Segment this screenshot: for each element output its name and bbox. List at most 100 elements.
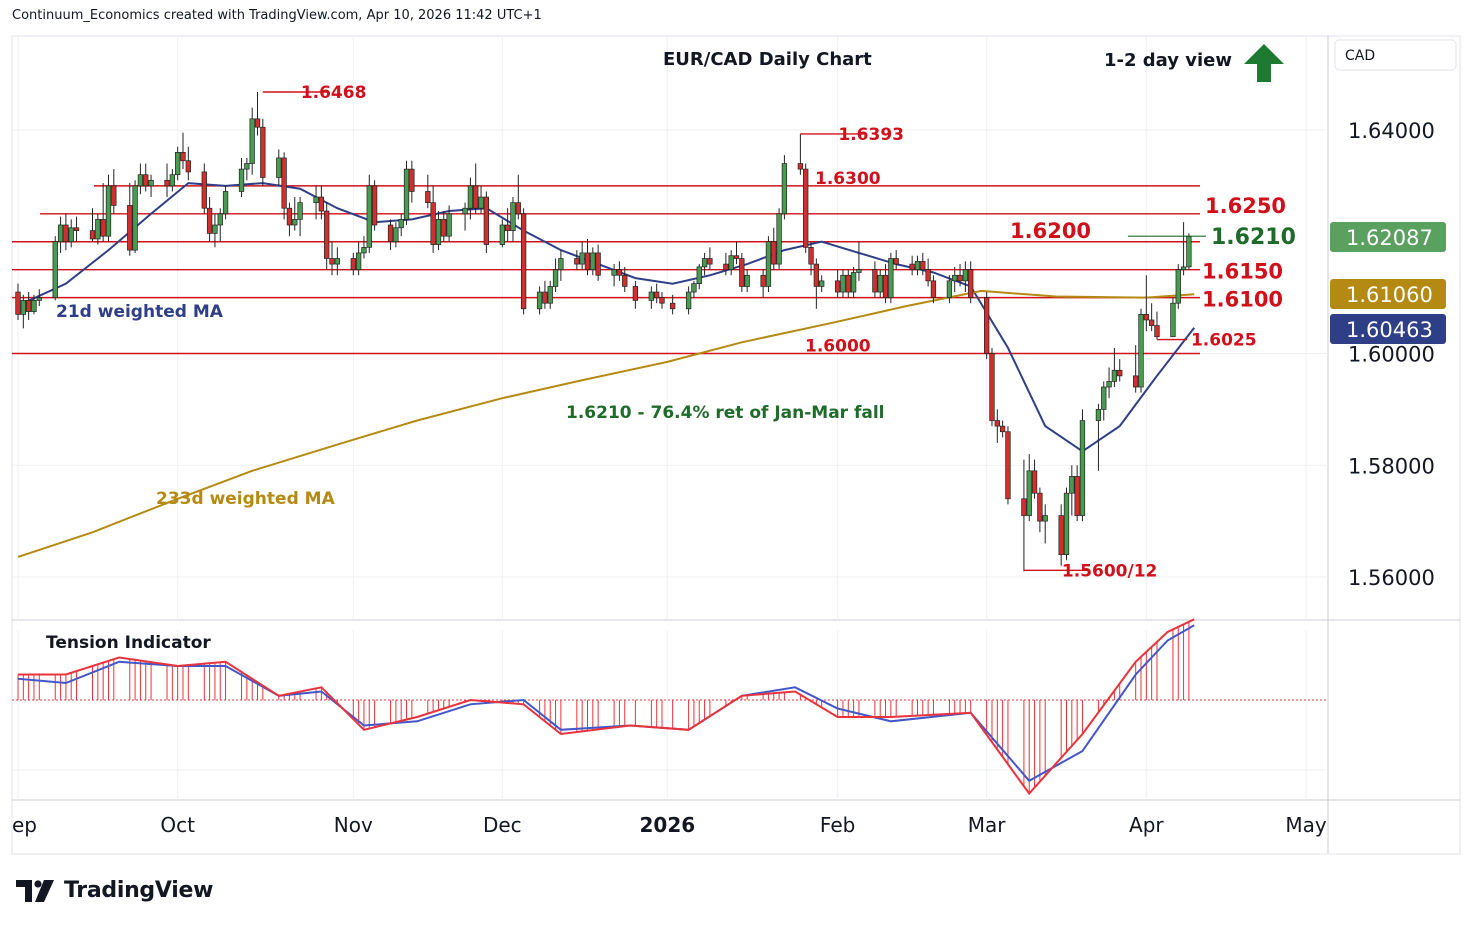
tradingview-logo-icon: [16, 879, 54, 902]
candle-body: [462, 207, 468, 215]
candle-body: [318, 196, 325, 212]
candle-body: [632, 286, 639, 301]
candle-body: [744, 274, 750, 287]
candle-body: [238, 168, 245, 192]
candle-body: [590, 252, 596, 271]
candle-body: [403, 168, 410, 220]
tradingview-wordmark: TradingView: [64, 878, 214, 903]
candle-body: [63, 224, 69, 243]
candle-body: [914, 260, 921, 271]
candle-body: [393, 227, 399, 243]
candle-body: [324, 210, 330, 259]
candle-body: [1058, 515, 1064, 555]
up-arrow-icon: [1244, 44, 1284, 82]
marker-label: 1.6468: [301, 83, 367, 103]
candle-body: [946, 280, 953, 298]
candle-body: [148, 179, 154, 187]
tension-histogram: [17, 621, 1190, 794]
candle-body: [781, 163, 788, 215]
candle-body: [409, 168, 415, 192]
level-label: 1.6150: [1202, 260, 1283, 284]
candle-body: [925, 269, 931, 282]
candle-body: [425, 191, 431, 203]
candle-body: [137, 174, 144, 187]
candle-body: [888, 258, 894, 298]
currency-box: [1334, 39, 1457, 71]
candle-body: [510, 202, 516, 231]
candle-body: [52, 241, 58, 298]
candle-body: [616, 269, 623, 276]
candle-body: [723, 263, 729, 271]
price-tick: 1.64000: [1348, 119, 1435, 143]
candle-body: [989, 353, 995, 421]
candle-body: [499, 224, 505, 245]
candle-body: [999, 425, 1006, 433]
candle-body: [505, 224, 511, 231]
candle-body: [371, 185, 378, 226]
time-tick: ep: [12, 813, 37, 837]
candle-body: [446, 213, 452, 237]
candle-body: [132, 185, 138, 251]
candle-body: [760, 274, 766, 287]
candle-body: [1063, 492, 1070, 556]
candle-body: [334, 258, 340, 265]
time-tick: Nov: [334, 813, 373, 837]
candle-body: [1138, 314, 1144, 388]
candle-body: [845, 274, 851, 293]
candle-body: [984, 297, 990, 354]
candle-body: [819, 280, 825, 287]
candle-body: [558, 258, 564, 271]
view-label: 1-2 day view: [1104, 50, 1232, 71]
candle-body: [957, 274, 963, 282]
tension-title: Tension Indicator: [46, 633, 211, 653]
tension-fast-line: [18, 618, 1195, 796]
candle-body: [659, 297, 665, 304]
level-label: 1.6100: [1202, 288, 1283, 312]
tension-slow-line: [17, 624, 1195, 783]
candle-body: [175, 152, 181, 176]
candle-body: [1069, 476, 1075, 494]
candle-body: [654, 291, 660, 298]
candle-body: [212, 224, 218, 234]
candle-body: [813, 263, 819, 287]
marker-label: 1.6393: [838, 125, 904, 145]
candle-body: [515, 202, 521, 215]
price-tick: 1.60000: [1348, 343, 1435, 367]
candle-body: [872, 269, 878, 293]
candle-body: [435, 219, 442, 245]
candle-body: [707, 258, 713, 265]
candle-body: [579, 252, 585, 265]
candle-body: [1079, 420, 1086, 516]
candle-body: [808, 246, 814, 265]
price-tick: 1.58000: [1348, 454, 1435, 478]
chart-title: EUR/CAD Daily Chart: [663, 49, 872, 70]
candle-body: [169, 174, 175, 187]
candle-body: [20, 300, 26, 315]
candle-body: [89, 230, 96, 240]
candle-body: [387, 224, 394, 243]
candle-body: [95, 219, 101, 240]
time-tick: May: [1285, 813, 1327, 837]
candle-body: [143, 174, 149, 187]
candle-body: [584, 252, 591, 271]
candle-body: [691, 283, 697, 293]
candle-body: [1117, 369, 1123, 377]
marker-label: 1.5600/12: [1062, 561, 1157, 581]
candle-body: [185, 160, 191, 173]
candle-body: [222, 191, 229, 215]
candle-body: [968, 269, 974, 298]
candle-body: [696, 266, 702, 285]
marker-label: 1.6025: [1191, 331, 1257, 351]
candle-body: [701, 258, 708, 268]
candle-body: [1143, 314, 1149, 321]
candle-body: [73, 227, 80, 231]
candle-body: [1175, 269, 1181, 304]
candle-body: [1180, 266, 1187, 271]
candle-body: [877, 274, 883, 293]
header-credit: Continuum_Economics created with Trading…: [12, 8, 542, 23]
time-tick: Feb: [820, 813, 855, 837]
chart-annotation: 233d weighted MA: [156, 489, 336, 509]
plot-border: [11, 35, 1461, 855]
